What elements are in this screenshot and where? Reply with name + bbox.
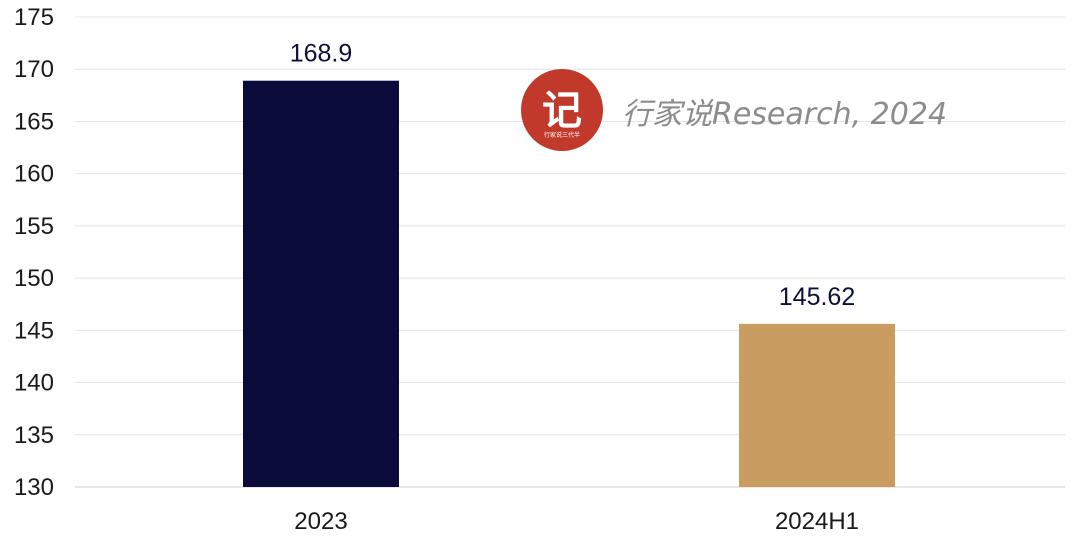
bar-2023	[243, 80, 399, 487]
x-tick-label: 2023	[294, 508, 347, 535]
y-tick-label: 145	[14, 317, 54, 344]
y-tick-label: 150	[14, 265, 54, 292]
logo-caption: 行家说三代半	[544, 131, 580, 139]
bar-2024h1	[739, 323, 895, 487]
y-tick-label: 160	[14, 161, 54, 188]
data-label: 145.62	[779, 283, 855, 311]
bars: 168.9 145.62	[243, 40, 895, 487]
y-tick-label: 130	[14, 474, 54, 501]
gridlines	[75, 16, 1065, 488]
y-axis: 130 135 140 145 150 155 160 165 170 175	[14, 4, 54, 501]
watermark-text: 行家说Research, 2024	[622, 97, 947, 132]
watermark: 记 行家说三代半 行家说Research, 2024	[521, 69, 947, 151]
y-tick-label: 175	[14, 4, 54, 31]
x-tick-label: 2024H1	[775, 508, 859, 535]
y-tick-label: 155	[14, 213, 54, 240]
logo-glyph: 记	[542, 88, 582, 134]
data-label: 168.9	[290, 40, 353, 68]
y-tick-label: 135	[14, 422, 54, 449]
y-tick-label: 170	[14, 56, 54, 83]
y-tick-label: 165	[14, 108, 54, 135]
x-axis: 2023 2024H1	[294, 508, 859, 535]
y-tick-label: 140	[14, 370, 54, 397]
logo-icon	[521, 69, 603, 151]
